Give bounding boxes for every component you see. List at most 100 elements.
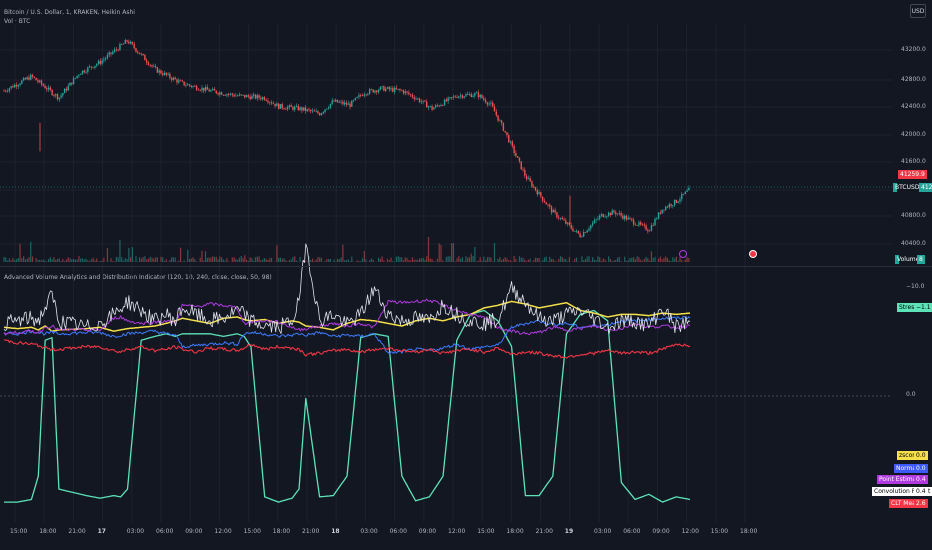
candle <box>322 111 324 114</box>
volume-bar <box>588 256 590 262</box>
volume-bar <box>404 257 406 262</box>
volume-bar <box>392 261 394 262</box>
indicator-badge-label: zscore <box>897 451 921 460</box>
volume-bar <box>222 259 224 262</box>
candle <box>290 105 292 107</box>
candle <box>51 89 53 95</box>
candle <box>525 175 528 180</box>
volume-bar <box>663 257 665 262</box>
volume-bar <box>666 258 669 262</box>
volume-bar <box>447 256 449 262</box>
price-pane[interactable] <box>3 38 690 238</box>
volume-bar <box>636 256 638 262</box>
candle <box>354 97 357 101</box>
volume-bar <box>83 259 85 262</box>
candle <box>461 95 464 98</box>
candle <box>85 71 87 73</box>
candle <box>35 77 37 81</box>
volume-bar <box>534 257 537 262</box>
candle <box>656 218 658 220</box>
volume-bar <box>411 257 414 262</box>
volume-bar <box>616 257 619 262</box>
candle <box>40 80 43 85</box>
time-tick-label: 09:00 <box>418 528 437 535</box>
candle <box>320 113 323 116</box>
volume-bar <box>64 261 66 262</box>
volume-bar <box>328 259 330 262</box>
candle <box>226 94 228 96</box>
volume-bar <box>78 256 80 262</box>
volume-bar <box>358 261 360 262</box>
price-tick-label: 40400.0 <box>901 240 926 247</box>
volume-bar <box>87 260 89 262</box>
volume-bar <box>169 259 171 262</box>
volume-bar <box>613 260 615 262</box>
volume-bar <box>477 260 480 262</box>
candle <box>87 67 89 72</box>
volume-bar <box>215 256 217 262</box>
pane-divider[interactable] <box>0 266 932 267</box>
candle <box>345 102 348 105</box>
candle <box>492 102 494 107</box>
candle <box>162 73 164 76</box>
candle <box>220 92 223 95</box>
candle <box>163 72 166 76</box>
candle <box>6 90 9 92</box>
volume-bar <box>643 258 645 262</box>
candle <box>236 95 239 97</box>
volume-bar <box>124 258 126 262</box>
volume-bar <box>568 257 571 262</box>
event-marker-icon[interactable] <box>679 250 687 258</box>
volume-bar <box>467 257 469 262</box>
candle <box>281 104 283 109</box>
volume-bar <box>584 259 587 262</box>
candle <box>17 85 19 87</box>
candle <box>263 97 266 100</box>
indicator-pane[interactable] <box>3 243 691 503</box>
candle <box>645 225 647 231</box>
candle <box>616 213 619 215</box>
indicator-badge-label: CLT Mean <box>889 499 922 508</box>
price-badge-value: 8 <box>917 255 925 264</box>
candle <box>356 96 358 98</box>
candle <box>420 101 423 103</box>
candle <box>595 219 597 221</box>
candle <box>681 194 683 200</box>
volume-bar <box>674 258 676 262</box>
volume-bar <box>402 260 405 262</box>
candle <box>265 99 267 101</box>
candle <box>131 41 134 45</box>
volume-bar <box>665 256 667 262</box>
volume-bar <box>545 256 547 262</box>
volume-bar <box>17 257 19 262</box>
candle <box>245 95 248 98</box>
time-tick-label: 18:00 <box>740 528 758 535</box>
candle <box>185 85 187 87</box>
currency-button[interactable]: USD <box>910 4 926 18</box>
volume-bar <box>14 260 16 262</box>
candle <box>140 53 143 55</box>
candle <box>14 84 16 88</box>
flag-marker-icon[interactable] <box>749 250 757 258</box>
candle <box>235 95 237 97</box>
volume-bar <box>178 260 180 262</box>
volume-bar <box>561 256 563 262</box>
candle <box>240 94 242 96</box>
volume-bar <box>654 256 656 262</box>
candle <box>206 87 209 90</box>
candle <box>597 218 599 220</box>
candle <box>590 225 592 229</box>
volume-bar <box>574 258 576 262</box>
volume-bar <box>488 257 490 262</box>
volume-bar <box>608 256 610 262</box>
volume-bar <box>238 257 241 262</box>
volume-bar <box>203 260 205 262</box>
volume-bar <box>290 259 292 262</box>
volume-bar <box>187 249 189 262</box>
candle <box>324 109 326 112</box>
candle <box>301 107 303 111</box>
candle <box>53 94 55 96</box>
candle <box>440 105 442 107</box>
volume-bar <box>476 261 478 262</box>
